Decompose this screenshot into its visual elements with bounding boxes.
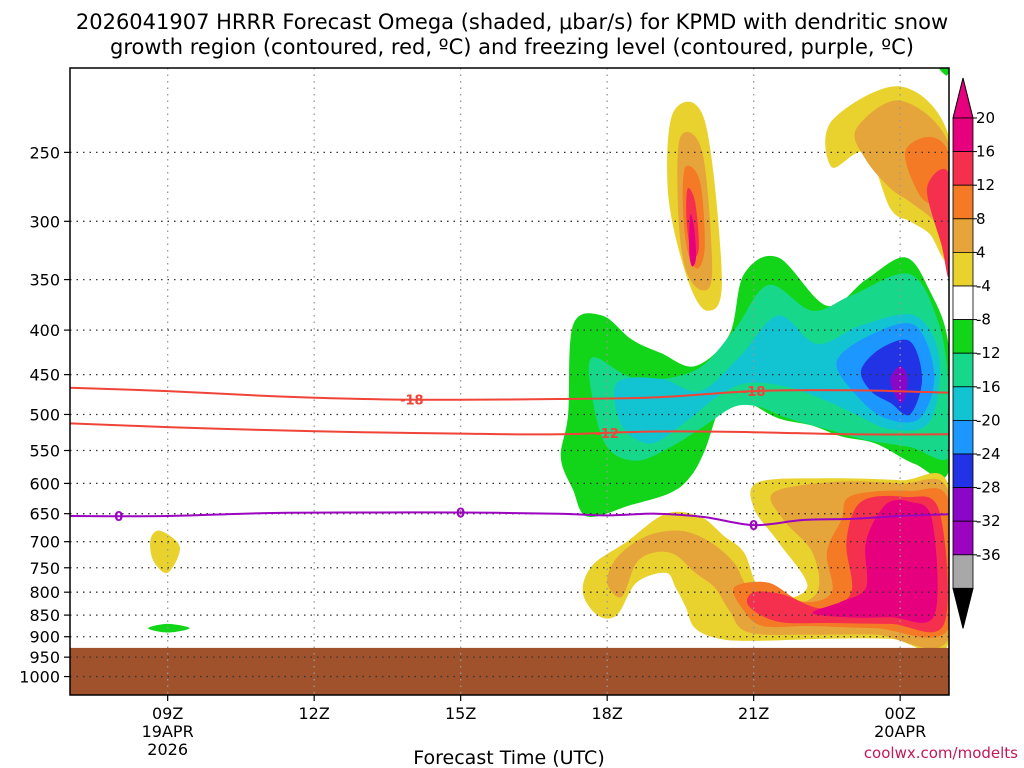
y-tick-label: 300 — [29, 212, 60, 231]
omega-region-20 — [689, 214, 697, 267]
colorbar-segment — [952, 487, 974, 522]
gridlines — [70, 68, 949, 695]
temp-contour-label: -18 — [400, 393, 424, 408]
x-tick-label: 21Z — [738, 704, 769, 723]
omega-region--8 — [939, 68, 949, 76]
colorbar-segment — [952, 419, 974, 455]
y-tick-label: 750 — [29, 559, 60, 578]
plot-frame — [69, 67, 950, 696]
x-tick-label: 12Z — [299, 704, 330, 723]
colorbar-segment — [952, 386, 974, 421]
omega-region--24 — [890, 366, 908, 404]
colorbar-top-arrow — [952, 77, 974, 119]
freezing-level-label: 0 — [749, 519, 758, 534]
y-tick-label: 350 — [29, 271, 60, 290]
colorbar-label: -8 — [976, 311, 991, 329]
colorbar-segment — [952, 520, 974, 556]
x-tick-year: 2026 — [147, 740, 188, 759]
colorbar-bottom-arrow — [952, 587, 974, 629]
colorbar-label: -4 — [976, 277, 991, 295]
chart-title-line1: 2026041907 HRRR Forecast Omega (shaded, … — [76, 10, 948, 34]
freezing-level-label: 0 — [114, 510, 123, 525]
temp-contour-line — [70, 386, 949, 401]
x-tick-label: 18Z — [592, 704, 623, 723]
y-tick-label: 550 — [29, 442, 60, 461]
contour-lines: -18 -18 -12 0 0 0 — [70, 385, 949, 534]
colorbar-label: 20 — [976, 109, 995, 127]
colorbar-segment — [952, 184, 974, 220]
y-tick-label: 950 — [29, 648, 60, 667]
colorbar-label: -12 — [976, 344, 1001, 362]
freezing-level-line — [70, 511, 949, 527]
omega-region-16 — [926, 168, 949, 277]
y-tick-label: 250 — [29, 143, 60, 162]
y-tick-label: 900 — [29, 628, 60, 647]
colorbar-segment — [952, 453, 974, 488]
temp-contour-label: -18 — [742, 385, 766, 400]
y-tick-label: 850 — [29, 606, 60, 625]
x-tick-label: 09Z — [152, 704, 183, 723]
colorbar-label: 8 — [976, 210, 986, 228]
y-tick-label: 800 — [29, 583, 60, 602]
colorbar-label: 16 — [976, 143, 995, 161]
chart-title-line2: growth region (contoured, red, ºC) and f… — [110, 35, 914, 59]
colorbar-segment — [952, 352, 974, 388]
colorbar-label: -24 — [976, 445, 1001, 463]
omega-region--4 — [148, 623, 190, 633]
colorbar-label: 12 — [976, 176, 995, 194]
y-tick-label: 700 — [29, 533, 60, 552]
x-tick-label: 15Z — [445, 704, 476, 723]
colorbar-label: -16 — [976, 378, 1001, 396]
temp-contour-label: -12 — [595, 427, 619, 442]
omega-region-4 — [150, 530, 181, 574]
colorbar-segment — [952, 554, 974, 589]
colorbar-label: -20 — [976, 411, 1001, 429]
colorbar-segment — [952, 319, 974, 354]
omega-shading — [148, 68, 949, 654]
colorbar-label: -28 — [976, 479, 1001, 497]
x-axis-label: Forecast Time (UTC) — [413, 747, 604, 768]
y-tick-label: 400 — [29, 321, 60, 340]
y-tick-label: 1000 — [19, 668, 60, 687]
x-tick-label: 00Z — [885, 704, 916, 723]
colorbar-segment — [952, 218, 974, 253]
credit-text: coolwx.com/modelts — [864, 744, 1018, 762]
colorbar-label: 4 — [976, 243, 986, 261]
y-tick-label: 450 — [29, 366, 60, 385]
colorbar-segment — [952, 251, 974, 287]
colorbar-label: -32 — [976, 512, 1001, 530]
y-axis: 250 300 350 400 450 500 550 600 650 700 750 800 850 9… — [19, 143, 70, 687]
freezing-level-label: 0 — [456, 507, 465, 522]
colorbar-segment — [952, 285, 974, 320]
temp-contour-line — [70, 422, 949, 436]
omega-region-20 — [812, 499, 938, 623]
plot-area: -18 -18 -12 0 0 0 — [70, 68, 949, 695]
y-tick-label: 500 — [29, 405, 60, 424]
colorbar-label: -36 — [976, 546, 1001, 564]
colorbar-segment — [952, 117, 974, 152]
x-tick-date: 19APR — [142, 722, 194, 741]
ground-below-surface — [70, 647, 949, 695]
colorbar: 20 16 12 8 4 -4 -8 -12 -16 -20 -24 -28 -32 -36 — [952, 77, 1001, 629]
colorbar-segment — [952, 151, 974, 186]
y-tick-label: 650 — [29, 505, 60, 524]
y-tick-label: 600 — [29, 474, 60, 493]
x-tick-date: 20APR — [874, 722, 926, 741]
